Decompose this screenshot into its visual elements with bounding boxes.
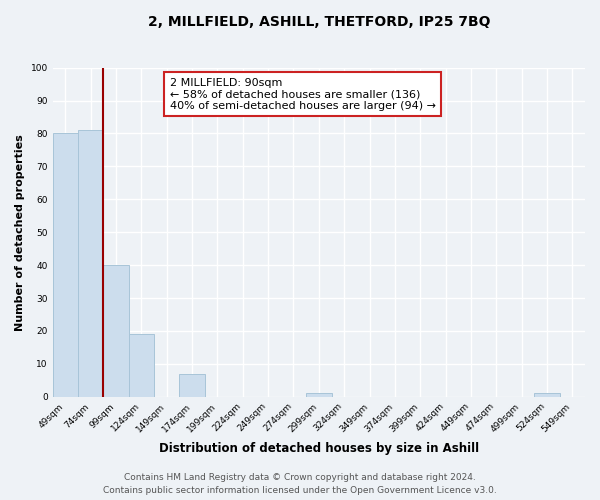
Bar [535, 394, 560, 396]
Text: 2 MILLFIELD: 90sqm
← 58% of detached houses are smaller (136)
40% of semi-detach: 2 MILLFIELD: 90sqm ← 58% of detached hou… [170, 78, 436, 110]
Bar [103, 265, 129, 396]
Bar [179, 374, 205, 396]
X-axis label: Distribution of detached houses by size in Ashill: Distribution of detached houses by size … [159, 442, 479, 455]
Y-axis label: Number of detached properties: Number of detached properties [15, 134, 25, 330]
Text: Contains HM Land Registry data © Crown copyright and database right 2024.
Contai: Contains HM Land Registry data © Crown c… [103, 474, 497, 495]
Title: 2, MILLFIELD, ASHILL, THETFORD, IP25 7BQ: 2, MILLFIELD, ASHILL, THETFORD, IP25 7BQ [148, 15, 490, 29]
Bar [53, 134, 78, 396]
Bar [129, 334, 154, 396]
Bar [306, 394, 332, 396]
Bar [78, 130, 103, 396]
